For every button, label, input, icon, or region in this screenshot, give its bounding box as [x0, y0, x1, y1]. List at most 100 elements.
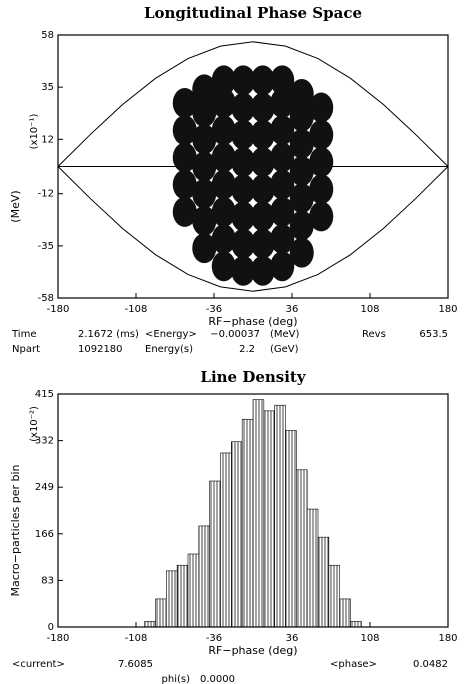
- particle-cluster: [192, 124, 217, 155]
- histogram-bar: [296, 469, 308, 628]
- particle-cluster: [309, 174, 334, 205]
- y-tick-label: 332: [35, 436, 54, 447]
- particle-cluster: [289, 78, 314, 109]
- x-axis-label: RF−phase (deg): [208, 644, 297, 657]
- histogram-bar: [220, 452, 232, 628]
- particle-cluster: [289, 237, 314, 268]
- y-axis-label: Macro−particles per bin: [9, 464, 22, 596]
- particle-cluster: [309, 146, 334, 177]
- particle-cluster: [270, 224, 295, 255]
- plot-frame: [57, 393, 449, 628]
- particle-cluster: [309, 201, 334, 232]
- histogram-bar: [317, 536, 330, 628]
- particle-cluster: [172, 196, 197, 227]
- particle-cluster: [172, 88, 197, 119]
- x-tick-label: -108: [125, 304, 148, 315]
- y-tick-label: 166: [35, 529, 54, 540]
- histogram-bar: [209, 480, 221, 628]
- histogram-bar: [231, 441, 243, 628]
- histogram-bar: [263, 410, 275, 628]
- y-tick-label: 415: [35, 389, 54, 400]
- particle-cluster: [231, 201, 256, 232]
- particle-cluster: [192, 205, 217, 236]
- particle-cluster: [192, 151, 217, 182]
- x-tick-label: -36: [206, 633, 222, 644]
- particle-cluster: [309, 119, 334, 150]
- info-text: (GeV): [270, 344, 299, 355]
- y-tick-label: -12: [38, 189, 54, 200]
- particle-cluster: [211, 88, 236, 119]
- y-tick-label: -35: [38, 241, 54, 252]
- particle-cluster: [211, 224, 236, 255]
- y-tick-label: 35: [41, 82, 54, 93]
- info-text: 0.0482: [413, 659, 448, 670]
- chart-title: Longitudinal Phase Space: [144, 4, 362, 22]
- info-text: 7.6085: [118, 659, 153, 670]
- y-axis-label: (MeV): [9, 190, 22, 222]
- y-tick-label: 12: [41, 134, 54, 145]
- info-text: Time: [11, 329, 36, 340]
- info-text: Revs: [362, 329, 386, 340]
- particle-cluster: [250, 146, 275, 177]
- info-text: 2.1672 (ms): [78, 329, 139, 340]
- x-tick-label: -180: [47, 633, 70, 644]
- x-tick-label: 180: [438, 304, 457, 315]
- particle-cluster: [270, 142, 295, 173]
- particle-cluster: [289, 183, 314, 214]
- particle-cluster: [270, 65, 295, 96]
- particle-cluster: [172, 169, 197, 200]
- y-axis-scale: (x10⁻¹): [29, 114, 40, 150]
- info-text: 0.0000: [200, 674, 235, 684]
- x-tick-label: 36: [286, 633, 299, 644]
- particle-cluster: [231, 255, 256, 286]
- separatrix-line: [57, 41, 449, 167]
- info-text: 653.5: [419, 329, 448, 340]
- histogram-bar: [166, 570, 178, 628]
- y-tick-label: 0: [48, 622, 54, 633]
- particle-cluster: [192, 97, 217, 128]
- y-tick-label: 58: [41, 30, 54, 41]
- particle-cluster: [250, 201, 275, 232]
- particle-cluster: [211, 251, 236, 282]
- plot-frame: [57, 34, 449, 299]
- info-text: phi(s): [162, 674, 191, 684]
- x-tick-label: 180: [438, 633, 457, 644]
- histogram-bar: [306, 508, 319, 628]
- info-text: −0.00037: [210, 329, 260, 340]
- particle-cluster: [211, 142, 236, 173]
- histogram-bar: [176, 564, 189, 628]
- particle-cluster: [250, 174, 275, 205]
- y-tick-label: 249: [35, 482, 54, 493]
- particle-cluster: [211, 115, 236, 146]
- particle-cluster: [270, 251, 295, 282]
- particle-cluster: [231, 174, 256, 205]
- particle-cluster: [211, 65, 236, 96]
- histogram-bar: [155, 598, 167, 628]
- particle-cluster: [211, 169, 236, 200]
- x-axis-label: RF−phase (deg): [208, 315, 297, 328]
- particle-cluster: [250, 228, 275, 259]
- particle-cluster: [289, 210, 314, 241]
- particle-cluster: [231, 228, 256, 259]
- info-text: (MeV): [270, 329, 300, 340]
- histogram-bar: [252, 399, 265, 628]
- particle-cluster: [289, 156, 314, 187]
- particle-cluster: [250, 255, 275, 286]
- histogram-bar: [328, 564, 340, 628]
- particle-cluster: [172, 142, 197, 173]
- info-text: <Energy>: [145, 329, 197, 340]
- x-tick-label: 108: [360, 304, 379, 315]
- particle-cluster: [211, 196, 236, 227]
- y-axis-scale: (x10⁻²): [29, 406, 40, 442]
- particle-cluster: [250, 119, 275, 150]
- info-text: Npart: [12, 344, 40, 355]
- histogram-bar: [274, 404, 286, 628]
- histogram-bar: [339, 598, 351, 628]
- particle-cluster: [231, 65, 256, 96]
- separatrix-line: [57, 166, 449, 292]
- particle-cluster: [270, 169, 295, 200]
- y-tick-label: 83: [41, 575, 54, 586]
- particle-cluster: [309, 92, 334, 123]
- particle-cluster: [270, 196, 295, 227]
